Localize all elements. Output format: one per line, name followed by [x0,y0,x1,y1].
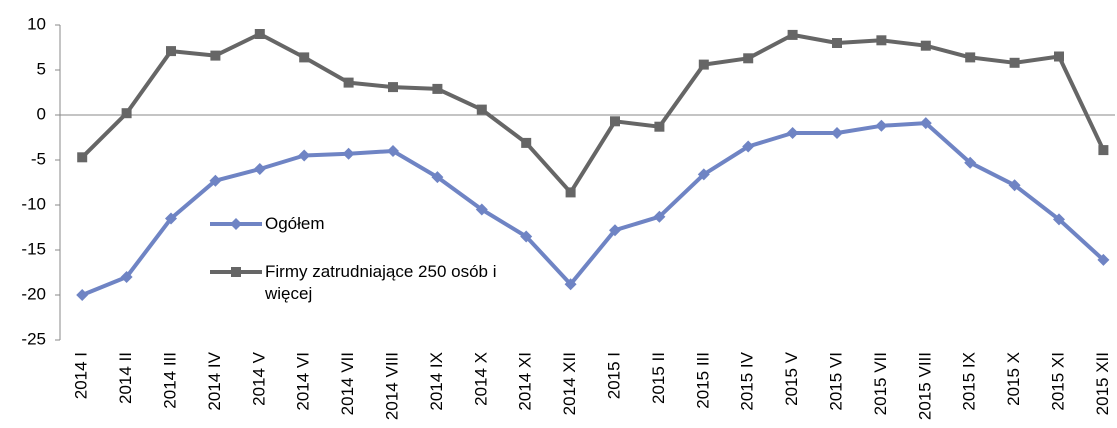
marker [876,35,887,46]
marker [964,156,977,169]
marker [210,50,221,61]
x-tick-label: 2015 VIII [915,352,934,420]
marker [121,108,132,119]
marker [76,289,89,301]
series-line [81,121,1105,297]
marker [476,104,487,115]
y-tick-label: 0 [37,104,46,123]
legend-label: Ogółem [265,214,325,233]
marker [609,224,621,237]
y-tick-label: -15 [21,239,46,258]
marker [919,117,932,130]
x-tick-label: 2015 VII [871,352,890,415]
x-tick-label: 2015 XI [1048,352,1067,411]
marker [965,52,976,63]
marker [388,82,398,93]
x-tick-label: 2014 IX [427,352,446,411]
x-tick-label: 2015 IV [738,351,757,410]
marker [431,171,444,184]
marker [1098,145,1109,156]
marker [387,145,399,157]
marker [1097,253,1110,266]
series-line [80,32,1106,195]
x-tick-label: 2014 XI [516,352,535,411]
marker [920,40,931,51]
x-tick-label: 2015 I [604,352,623,399]
x-tick-label: 2014 III [160,352,179,409]
x-tick-label: 2015 V [782,351,801,406]
marker [1009,57,1020,68]
legend-label: Firmy zatrudniające 250 osób i więcej [265,262,497,303]
x-tick-label: 2015 II [649,352,668,404]
y-tick-label: 10 [27,14,46,33]
marker [565,187,576,198]
x-tick-label: 2015 XII [1093,352,1112,415]
marker [166,46,176,57]
marker [254,29,265,39]
y-tick-label: -5 [31,149,46,168]
y-tick-label: -25 [21,329,46,348]
marker [475,203,488,216]
marker [342,147,355,160]
marker [343,77,354,88]
marker [521,137,532,148]
marker [564,278,577,291]
marker [654,121,665,132]
legend-marker [230,218,242,230]
marker [1008,179,1021,192]
x-tick-label: 2014 XII [560,352,579,415]
marker [742,140,755,153]
marker [77,152,88,163]
marker [610,116,620,127]
y-tick-label: -20 [21,284,46,303]
marker [253,163,266,175]
marker [432,83,443,94]
x-tick-label: 2014 I [72,352,91,399]
marker [832,38,842,48]
x-tick-label: 2014 II [116,352,135,404]
marker [786,127,799,139]
marker [697,168,710,181]
marker [743,53,754,64]
marker [299,52,310,63]
legend-marker [231,267,241,277]
x-tick-label: 2014 VI [294,352,313,411]
x-tick-label: 2015 X [1004,352,1023,406]
marker [520,230,533,243]
marker [1053,213,1065,226]
x-tick-label: 2014 VIII [382,352,401,420]
marker [875,119,888,132]
marker [298,149,311,162]
x-tick-label: 2014 X [471,352,490,406]
marker [209,174,222,187]
marker [698,59,709,70]
x-tick-label: 2014 IV [205,351,224,410]
marker [1054,51,1064,62]
x-tick-label: 2015 VI [826,352,845,411]
x-tick-label: 2014 VII [338,352,357,415]
x-tick-label: 2015 III [693,352,712,409]
marker [787,29,798,40]
marker [831,127,843,139]
y-tick-label: 5 [37,59,46,78]
marker [165,212,177,225]
y-tick-label: -10 [21,194,46,213]
marker [120,271,133,283]
marker [653,210,666,223]
x-tick-label: 2014 V [249,351,268,406]
x-tick-label: 2015 IX [960,352,979,411]
